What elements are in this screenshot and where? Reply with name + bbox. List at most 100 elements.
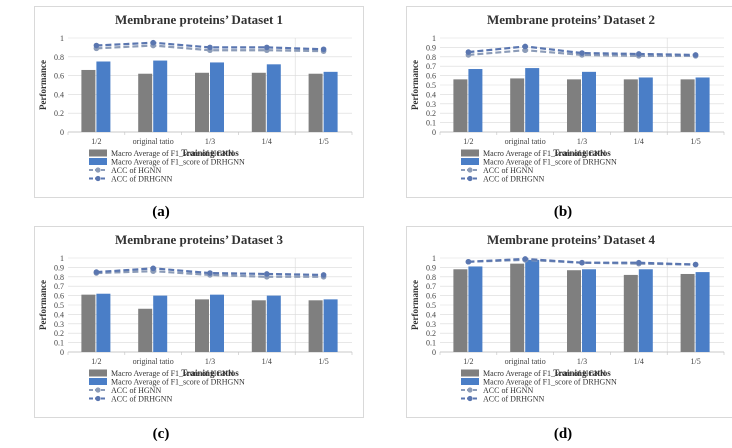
- y-tick-label: 0.5: [54, 301, 64, 310]
- x-tick-label: 1/4: [262, 357, 272, 366]
- chart-panel-dataset-3: Membrane proteins’ Dataset 3 0 0.1 0.2 0.3 0.…: [34, 226, 364, 418]
- y-tick-label: 1: [432, 34, 436, 43]
- legend-swatch-bar: [89, 158, 107, 165]
- y-tick-label: 0.8: [426, 53, 436, 62]
- bar-f1-hgnn: [251, 72, 266, 132]
- point-acc-drhgnn: [692, 52, 699, 58]
- legend-swatch-bar: [461, 158, 479, 165]
- y-tick-label: 0.3: [426, 100, 436, 109]
- bar-f1-drhgnn: [468, 266, 483, 352]
- x-axis-label: Training ratios: [553, 148, 611, 158]
- bar-f1-drhgnn: [153, 60, 168, 133]
- y-axis-label: Performance: [410, 60, 420, 110]
- point-acc-drhgnn: [636, 259, 642, 266]
- chart-panel-dataset-1: Membrane proteins’ Dataset 1 0 0.2 0.4 0.6 0.…: [34, 6, 364, 198]
- y-tick-label: 0.2: [426, 329, 436, 338]
- y-tick-label: 0: [432, 348, 436, 357]
- bar-f1-drhgnn: [695, 77, 710, 132]
- legend-label: ACC of HGNN: [483, 166, 533, 175]
- caption-c: (c): [152, 426, 170, 442]
- y-tick-label: 0.7: [426, 62, 436, 71]
- bar-f1-hgnn: [81, 69, 96, 132]
- bar-f1-drhgnn: [323, 299, 338, 352]
- point-acc-drhgnn: [264, 271, 270, 277]
- chart-title: Membrane proteins’ Dataset 2: [487, 12, 655, 27]
- y-tick-label: 0.6: [426, 72, 436, 81]
- y-tick-label: 0.3: [54, 320, 64, 329]
- x-axis-label: Training ratios: [181, 368, 239, 378]
- y-tick-label: 0.1: [426, 339, 436, 348]
- y-tick-label: 0.7: [54, 282, 64, 291]
- caption-b: (b): [553, 204, 573, 220]
- y-tick-label: 0.5: [426, 81, 436, 90]
- legend-label: Macro Average of F1_score of HGNN: [483, 369, 606, 378]
- bar-f1-hgnn: [138, 73, 153, 132]
- bar-f1-drhgnn: [153, 295, 168, 352]
- legend-label: ACC of DRHGNN: [111, 395, 173, 404]
- chart-title: Membrane proteins’ Dataset 3: [115, 232, 284, 247]
- chart-panel-dataset-4: Membrane proteins’ Dataset 4 0 0.1 0.2 0.3 0.…: [406, 226, 732, 418]
- point-acc-drhgnn: [93, 42, 100, 49]
- y-axis-label: Performance: [38, 280, 48, 330]
- legend-swatch-bar: [461, 378, 479, 385]
- x-tick-label: 1/3: [205, 357, 215, 366]
- y-tick-label: 0.8: [426, 273, 436, 282]
- y-tick-label: 0.6: [426, 292, 436, 301]
- y-tick-label: 0: [60, 128, 64, 137]
- point-acc-drhgnn: [150, 39, 156, 46]
- bar-f1-drhgnn: [210, 294, 224, 352]
- chart-svg: Membrane proteins’ Dataset 300.10.20.30.…: [34, 226, 364, 418]
- legend-label: Macro Average of F1_score of HGNN: [111, 369, 234, 378]
- bar-f1-hgnn: [138, 308, 153, 352]
- legend-swatch-bar: [461, 369, 479, 377]
- bar-f1-hgnn: [567, 270, 581, 352]
- x-tick-label: original tatio: [133, 137, 174, 146]
- x-tick-label: original tatio: [505, 137, 546, 146]
- bar-f1-drhgnn: [695, 272, 710, 352]
- bar-f1-drhgnn: [525, 259, 540, 352]
- bar-f1-drhgnn: [96, 61, 111, 132]
- y-tick-label: 1: [432, 254, 436, 263]
- x-tick-label: 1/2: [91, 357, 101, 366]
- x-tick-label: 1/2: [463, 137, 473, 146]
- legend-swatch-marker: [467, 167, 473, 173]
- bar-f1-drhgnn: [96, 293, 111, 352]
- point-acc-drhgnn: [465, 258, 472, 265]
- x-axis-label: Training ratios: [553, 368, 611, 378]
- chart-title: Membrane proteins’ Dataset 4: [487, 232, 656, 247]
- chart-panel-dataset-2: Membrane proteins’ Dataset 2 0 0.1 0.2 0.3 0.…: [406, 6, 732, 198]
- caption-d: (d): [553, 426, 573, 442]
- legend-label: Macro Average of F1_score of DRHGNN: [483, 158, 617, 167]
- point-acc-drhgnn: [579, 259, 585, 266]
- x-tick-label: 1/4: [262, 137, 272, 146]
- legend-swatch-marker: [467, 395, 473, 402]
- chart-title: Membrane proteins’ Dataset 1: [115, 12, 283, 27]
- x-tick-label: 1/4: [634, 137, 644, 146]
- y-tick-label: 0.4: [54, 90, 64, 99]
- chart-svg: Membrane proteins’ Dataset 200.10.20.30.…: [406, 6, 732, 198]
- x-tick-label: 1/2: [91, 137, 101, 146]
- x-tick-label: original tatio: [133, 357, 174, 366]
- x-axis-label: Training ratios: [181, 148, 239, 158]
- chart-svg: Membrane proteins’ Dataset 1 0 0.2 0.4 0.6 0.…: [34, 6, 364, 198]
- bar-f1-hgnn: [510, 263, 525, 352]
- bar-f1-hgnn: [453, 269, 468, 352]
- bar-f1-hgnn: [680, 273, 695, 352]
- x-tick-label: 1/5: [318, 137, 328, 146]
- y-tick-label: 0.6: [54, 72, 64, 81]
- legend-swatch-marker: [95, 395, 101, 402]
- y-tick-label: 0.4: [54, 310, 64, 319]
- x-tick-label: 1/3: [205, 137, 215, 146]
- bar-f1-hgnn: [510, 78, 525, 132]
- bar-f1-hgnn: [623, 79, 638, 132]
- bar-f1-hgnn: [680, 79, 695, 132]
- y-axis-label: Performance: [38, 60, 48, 110]
- point-acc-drhgnn: [522, 43, 528, 50]
- y-tick-label: 0.4: [426, 310, 436, 319]
- bar-f1-hgnn: [308, 300, 323, 352]
- x-tick-label: 1/3: [577, 357, 587, 366]
- x-tick-label: 1/5: [690, 137, 700, 146]
- bar-f1-hgnn: [81, 294, 96, 352]
- bar-f1-drhgnn: [468, 69, 483, 132]
- point-acc-drhgnn: [692, 261, 699, 268]
